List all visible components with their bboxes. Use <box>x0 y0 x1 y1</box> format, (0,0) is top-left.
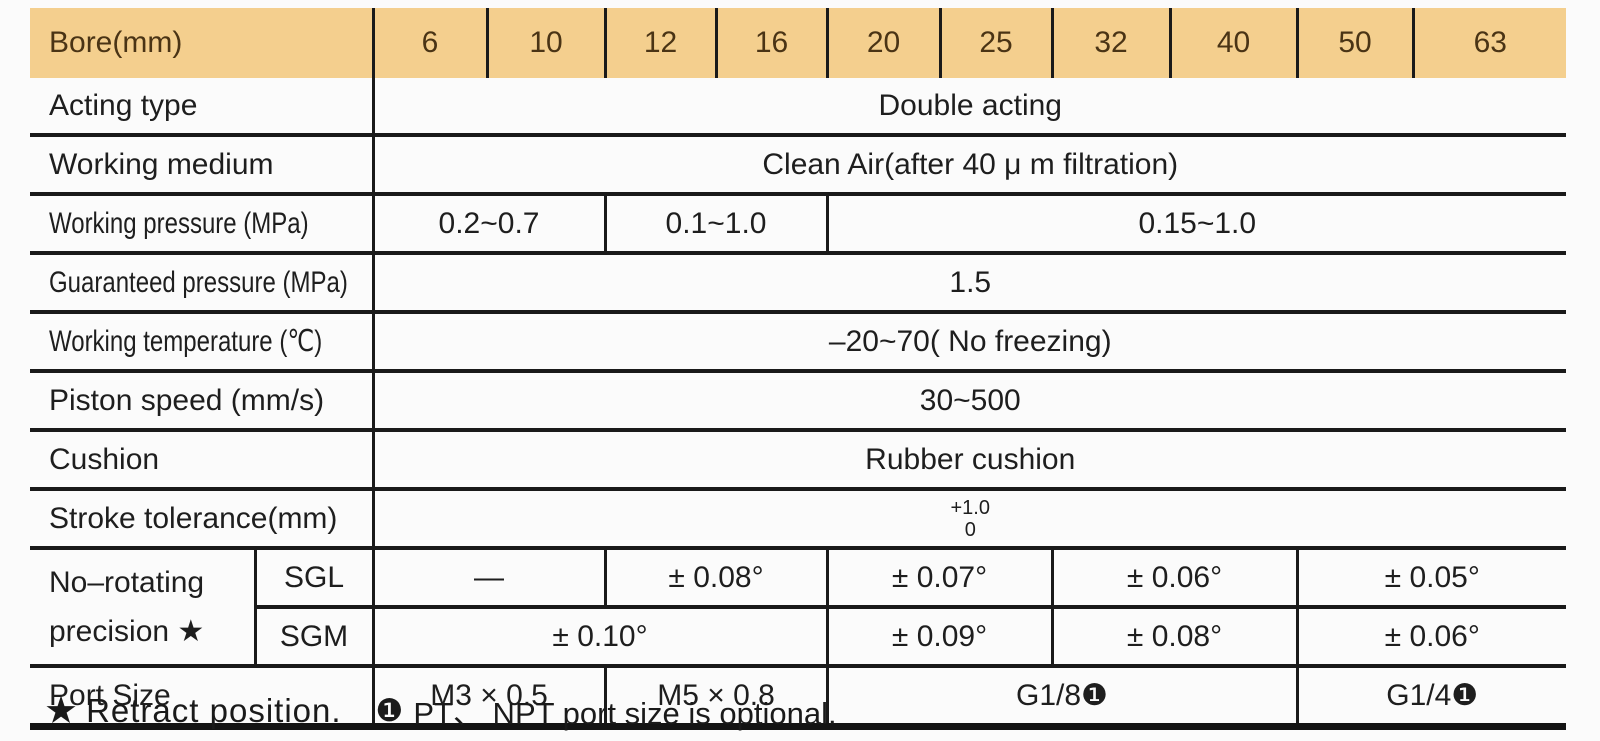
sgl-value-bores-32-40: ± 0.06° <box>1050 546 1297 607</box>
working-pressure-large-bores: 0.15~1.0 <box>825 192 1566 253</box>
bore-column-6: 6 <box>371 8 487 78</box>
tolerance-stack: +1.0 0 <box>375 497 1567 541</box>
row-cushion: Cushion Rubber cushion <box>30 428 1566 489</box>
retract-note: Retract position. <box>86 691 342 729</box>
port-size-bores-12-16: M5 × 0.8 <box>603 664 827 730</box>
working-medium-value: Clean Air(after 40 μ m filtration) <box>371 133 1566 194</box>
row-port-size: Port Size M3 × 0.5 M5 × 0.8 G1/8❶ G1/4❶ <box>30 664 1566 730</box>
row-working-temperature: Working temperature (℃) –20~70( No freez… <box>30 310 1566 371</box>
cushion-value: Rubber cushion <box>371 428 1566 489</box>
sgm-value-bores-32-40: ± 0.08° <box>1050 605 1297 666</box>
row-piston-speed: Piston speed (mm/s) 30~500 <box>30 369 1566 430</box>
sgl-value-bores-20-25: ± 0.07° <box>825 546 1052 607</box>
footnote: ★ Retract position. ❶ PT、 NPT port size … <box>44 688 837 733</box>
tolerance-lower: 0 <box>964 518 976 541</box>
tolerance-upper: +1.0 <box>950 496 990 519</box>
sgm-value-bores-6-16: ± 0.10° <box>371 605 827 666</box>
port-size-label: Port Size <box>30 664 373 730</box>
row-acting-type: Acting type Double acting <box>30 78 1566 135</box>
bore-column-32: 32 <box>1050 8 1170 78</box>
bore-column-12: 12 <box>603 8 716 78</box>
port-size-bores-50-63: G1/4❶ <box>1295 664 1566 730</box>
acting-type-value: Double acting <box>371 78 1566 135</box>
port-size-bores-20-40: G1/8❶ <box>825 664 1297 730</box>
port-size-bores-6-10: M3 × 0.5 <box>371 664 605 730</box>
specification-table: Bore(mm) 6 10 12 16 20 25 32 40 50 63 Ac… <box>30 8 1566 730</box>
working-pressure-label: Working pressure (MPa) <box>30 192 373 253</box>
bore-column-10: 10 <box>485 8 605 78</box>
stroke-tolerance-value: +1.0 0 <box>371 487 1567 548</box>
piston-speed-label: Piston speed (mm/s) <box>30 369 373 430</box>
sgm-value-bores-20-25: ± 0.09° <box>825 605 1052 666</box>
row-guaranteed-pressure: Guaranteed pressure (MPa) 1.5 <box>30 251 1566 312</box>
working-pressure-mid-bores: 0.1~1.0 <box>603 192 827 253</box>
working-pressure-small-bores: 0.2~0.7 <box>371 192 605 253</box>
row-working-pressure: Working pressure (MPa) 0.2~0.7 0.1~1.0 0… <box>30 192 1566 253</box>
bore-column-40: 40 <box>1168 8 1297 78</box>
star-icon: ★ <box>44 689 79 732</box>
row-working-medium: Working medium Clean Air(after 40 μ m fi… <box>30 133 1566 194</box>
sgm-model-label: SGM <box>253 605 373 666</box>
guaranteed-pressure-label: Guaranteed pressure (MPa) <box>30 251 373 312</box>
bore-column-20: 20 <box>825 8 940 78</box>
guaranteed-pressure-value: 1.5 <box>371 251 1566 312</box>
stroke-tolerance-label: Stroke tolerance(mm) <box>30 487 373 548</box>
bore-column-50: 50 <box>1295 8 1413 78</box>
piston-speed-value: 30~500 <box>371 369 1566 430</box>
circled-one-icon: ❶ <box>375 692 404 728</box>
bore-column-25: 25 <box>938 8 1052 78</box>
row-no-rotating-sgl: No–rotating precision ★ SGL — ± 0.08° ± … <box>30 546 1566 666</box>
bore-column-63: 63 <box>1411 8 1566 78</box>
sgl-value-bores-12-16: ± 0.08° <box>603 546 827 607</box>
port-option-note: PT、 NPT port size is optional. <box>413 696 837 731</box>
bore-column-16: 16 <box>714 8 827 78</box>
header-row: Bore(mm) 6 10 12 16 20 25 32 40 50 63 <box>30 8 1566 78</box>
sgm-value-bores-50-63: ± 0.06° <box>1295 605 1566 666</box>
working-medium-label: Working medium <box>30 133 373 194</box>
no-rotating-precision-label: No–rotating precision ★ <box>30 546 255 666</box>
working-temperature-label: Working temperature (℃) <box>30 310 373 371</box>
cushion-label: Cushion <box>30 428 373 489</box>
working-temperature-value: –20~70( No freezing) <box>371 310 1566 371</box>
sgl-value-bores-6-10: — <box>371 546 605 607</box>
sgl-value-bores-50-63: ± 0.05° <box>1295 546 1566 607</box>
row-no-rotating-sgm: SGM ± 0.10° ± 0.09° ± 0.08° ± 0.06° <box>30 605 1566 666</box>
row-stroke-tolerance: Stroke tolerance(mm) +1.0 0 <box>30 487 1567 548</box>
bore-header-label: Bore(mm) <box>30 8 373 78</box>
sgl-model-label: SGL <box>253 546 373 607</box>
acting-type-label: Acting type <box>49 88 198 122</box>
